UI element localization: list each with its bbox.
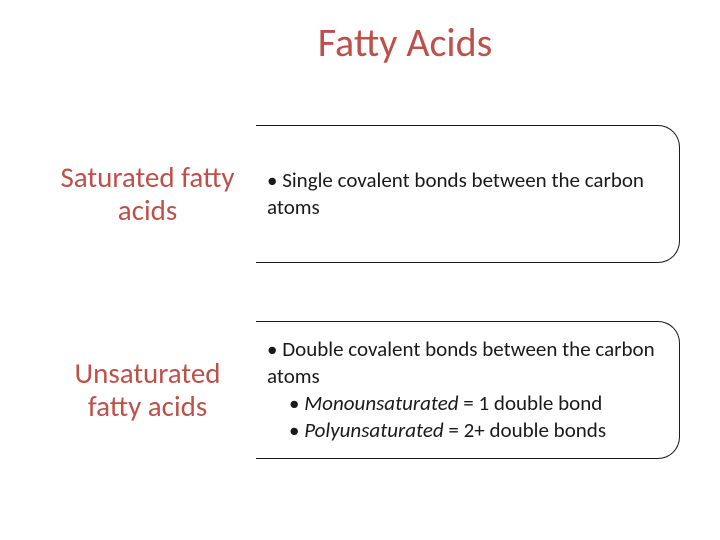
row-saturated: Saturated fatty acids • Single covalent …: [40, 125, 680, 263]
label-saturated: Saturated fatty acids: [40, 125, 255, 263]
content-unsaturated: • Double covalent bonds between the carb…: [267, 336, 657, 444]
box-saturated: • Single covalent bonds between the carb…: [255, 125, 680, 263]
bullet: • Single covalent bonds between the carb…: [267, 167, 657, 221]
sub-bullet: • Monounsaturated = 1 double bond: [267, 390, 657, 417]
slide-title: Fatty Acids: [130, 18, 680, 67]
bullet-suffix: = 2+ double bonds: [444, 417, 606, 443]
content-saturated: • Single covalent bonds between the carb…: [267, 167, 657, 221]
bullet-italic: Polyunsaturated: [304, 417, 443, 443]
bullet-italic: Monounsaturated: [304, 390, 458, 416]
label-unsaturated: Unsaturated fatty acids: [40, 321, 255, 459]
bullet-suffix: = 1 double bond: [459, 390, 603, 416]
bullet-prefix: •: [289, 417, 304, 443]
box-unsaturated: • Double covalent bonds between the carb…: [255, 321, 680, 459]
bullet: • Double covalent bonds between the carb…: [267, 336, 657, 390]
bullet-prefix: •: [289, 390, 304, 416]
sub-bullet: • Polyunsaturated = 2+ double bonds: [267, 417, 657, 444]
row-unsaturated: Unsaturated fatty acids • Double covalen…: [40, 321, 680, 459]
slide: Fatty Acids Saturated fatty acids • Sing…: [0, 0, 720, 540]
